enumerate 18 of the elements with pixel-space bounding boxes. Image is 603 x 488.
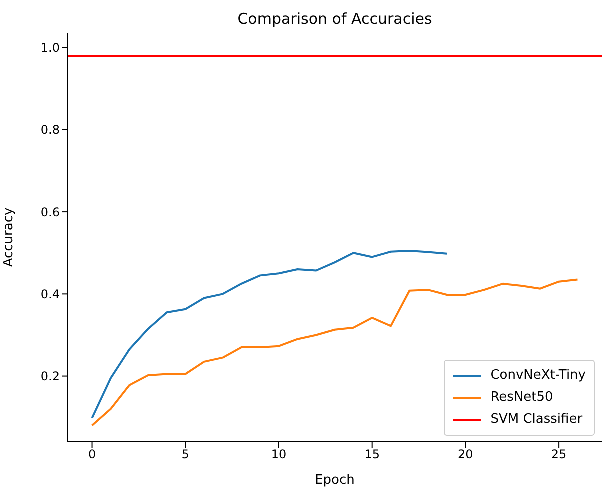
legend-label: ConvNeXt-Tiny (490, 367, 586, 385)
y-tick-label: 0.2 (40, 370, 60, 384)
line-series (91, 250, 448, 420)
x-tick-label: 25 (551, 448, 567, 462)
chart-title: Comparison of Accuracies (236, 10, 434, 28)
legend-label: SVM Classifier (490, 411, 583, 429)
x-tick-label: 0 (88, 448, 96, 462)
y-tick-label: 1.0 (40, 41, 60, 56)
legend-label: ResNet50 (490, 389, 554, 407)
x-tick-label: 5 (182, 448, 190, 462)
x-tick-label: 20 (458, 448, 474, 462)
y-tick-label: 0.6 (40, 205, 60, 220)
x-tick-label: 15 (364, 448, 380, 462)
y-tick-label: 0.8 (40, 123, 60, 138)
x-tick-label: 10 (271, 448, 287, 462)
y-axis-title: Accuracy (2, 208, 17, 268)
y-tick-label: 0.4 (40, 287, 60, 302)
x-axis-title: Epoch (315, 473, 355, 488)
